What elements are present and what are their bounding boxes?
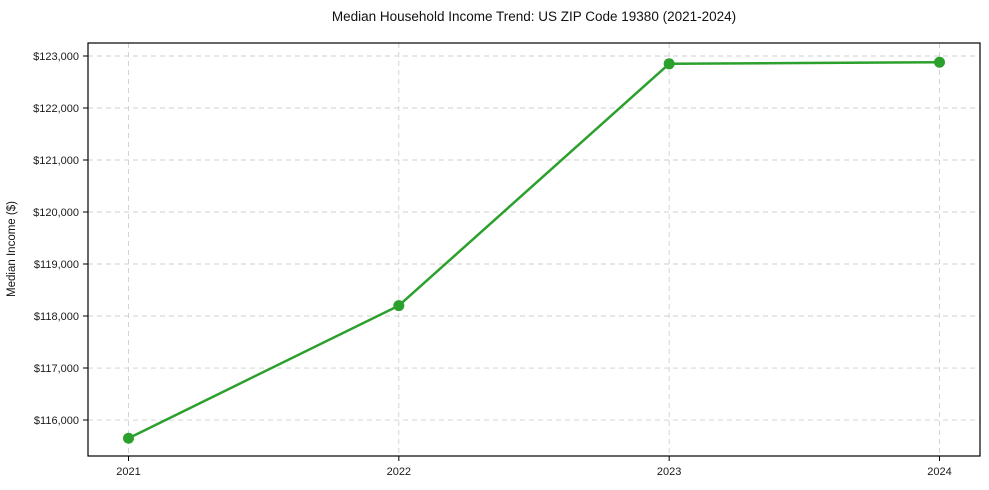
chart-title: Median Household Income Trend: US ZIP Co… [331, 9, 737, 24]
x-tick-label: 2021 [116, 466, 140, 478]
y-tick-label: $121,000 [33, 155, 79, 167]
y-tick-label: $119,000 [34, 259, 79, 271]
y-tick-label: $123,000 [33, 51, 79, 63]
y-tick-label: $116,000 [34, 415, 79, 427]
y-tick-label: $122,000 [33, 103, 79, 115]
data-point-marker [934, 56, 945, 68]
plot-border [87, 42, 981, 457]
data-point-marker [123, 432, 134, 444]
x-tick-label: 2024 [927, 466, 951, 478]
y-tick-label: $117,000 [34, 363, 79, 375]
y-axis-label: Median Income ($) [6, 201, 18, 297]
x-tick-label: 2022 [387, 466, 411, 478]
y-tick-label: $118,000 [34, 311, 79, 323]
y-tick-label: $120,000 [33, 207, 79, 219]
data-point-marker [393, 300, 405, 312]
data-point-marker [663, 58, 675, 70]
x-tick-label: 2023 [657, 466, 681, 478]
series-line [127, 60, 941, 440]
